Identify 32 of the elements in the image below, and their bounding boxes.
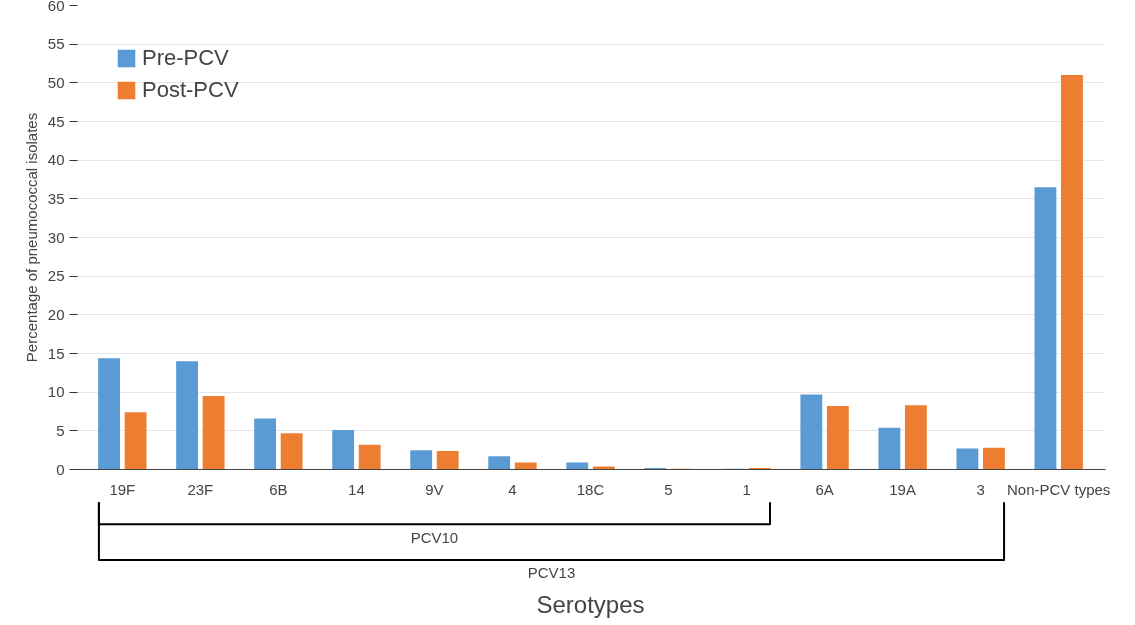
y-tick-label: 55 <box>47 35 65 53</box>
x-tick-label: 14 <box>348 480 365 498</box>
x-tick-label: 23F <box>187 480 214 498</box>
y-tick-label: 20 <box>47 305 65 323</box>
text: PCV13 <box>527 564 576 582</box>
text: PCV10 <box>410 528 459 546</box>
legend-label: Post-PCV <box>142 77 239 103</box>
x-tick-label: Non-PCV types <box>1006 480 1111 498</box>
y-tick-label: 0 <box>56 460 65 478</box>
x-tick-label: 9V <box>425 480 444 498</box>
y-tick-label: 50 <box>47 73 65 91</box>
x-tick-label: 3 <box>976 480 985 498</box>
y-tick-label: 15 <box>47 344 65 362</box>
legend-label: Pre-PCV <box>142 45 229 71</box>
y-tick-label: 10 <box>47 383 65 401</box>
y-tick-label: 45 <box>47 112 65 130</box>
y-tick-label: 40 <box>47 151 65 169</box>
x-tick-label: 4 <box>508 480 517 498</box>
x-tick-label: 5 <box>664 480 673 498</box>
y-tick-label: 35 <box>47 189 65 207</box>
y-axis-title: Percentage of pneumococcal isolates <box>22 112 40 363</box>
x-tick-label: 6A <box>815 480 834 498</box>
x-tick-label: 6B <box>269 480 288 498</box>
x-axis-title: Serotypes <box>536 590 645 618</box>
y-tick-label: 5 <box>56 421 65 439</box>
x-tick-label: 18C <box>576 480 605 498</box>
y-tick-label: 30 <box>47 228 65 246</box>
y-tick-label: 25 <box>47 267 65 285</box>
y-tick-label: 60 <box>47 0 65 14</box>
x-tick-label: 19A <box>889 480 916 498</box>
x-tick-label: 19F <box>109 480 136 498</box>
x-tick-label: 1 <box>742 480 751 498</box>
